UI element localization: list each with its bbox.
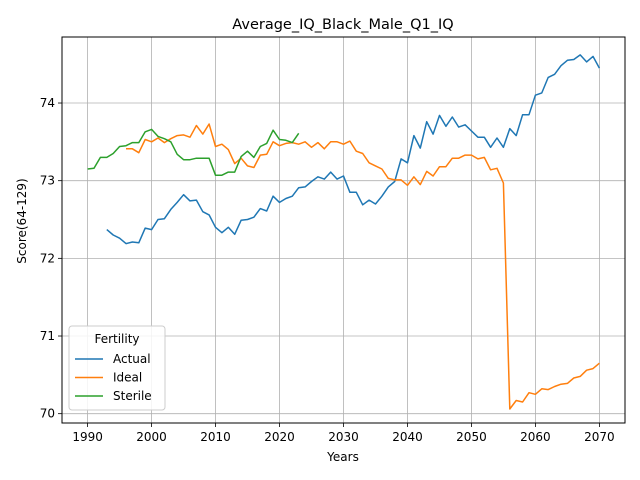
chart-title: Average_IQ_Black_Male_Q1_IQ [232, 17, 453, 33]
legend: Fertility Actual Ideal Sterile [68, 325, 166, 411]
x-tick-label: 2020 [264, 430, 295, 444]
x-tick-label: 1990 [72, 430, 103, 444]
legend-title: Fertility [94, 332, 139, 346]
legend-entry-label: Actual [113, 352, 151, 366]
series-line-sterile [87, 128, 300, 176]
series-line-ideal [126, 123, 600, 410]
y-axis-ticks: 70 71 72 73 74 [40, 96, 62, 421]
grid-lines [62, 37, 625, 423]
x-tick-label: 2070 [584, 430, 615, 444]
x-tick-label: 2040 [392, 430, 423, 444]
x-tick-label: 2030 [328, 430, 359, 444]
y-tick-label: 71 [40, 329, 55, 343]
y-tick-label: 73 [40, 174, 55, 188]
y-tick-label: 70 [40, 407, 55, 421]
x-tick-label: 2000 [136, 430, 167, 444]
y-axis-label: Score(64-129) [15, 178, 29, 263]
legend-entry-label: Ideal [113, 371, 142, 385]
series-lines [87, 54, 601, 410]
x-tick-label: 2010 [200, 430, 231, 444]
x-tick-label: 2060 [520, 430, 551, 444]
x-axis-label: Years [326, 450, 359, 464]
series-line-actual [106, 54, 601, 245]
y-tick-label: 72 [40, 251, 55, 265]
x-tick-label: 2050 [456, 430, 487, 444]
y-tick-label: 74 [40, 96, 55, 110]
x-axis-ticks: 1990 2000 2010 2020 2030 2040 2050 2060 2070 [72, 423, 615, 444]
legend-entry-label: Sterile [113, 389, 152, 403]
legend-box [68, 325, 166, 411]
